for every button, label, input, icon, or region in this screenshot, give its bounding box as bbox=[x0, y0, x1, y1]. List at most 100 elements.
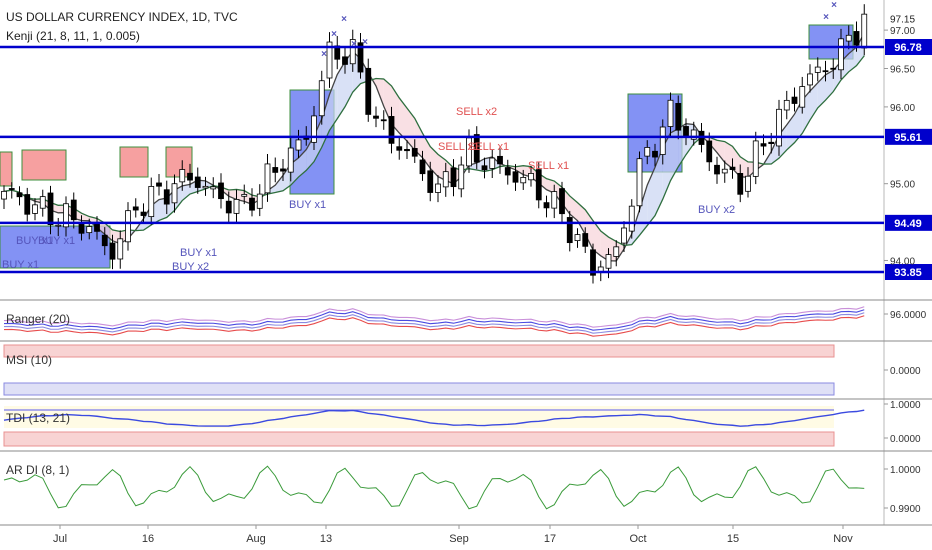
candle bbox=[39, 196, 46, 209]
candle bbox=[148, 186, 155, 218]
price-tick-label: 97.00 bbox=[890, 26, 915, 37]
candle bbox=[861, 13, 868, 49]
sell-zone bbox=[119, 146, 149, 178]
candle bbox=[590, 249, 596, 276]
level-label: 94.49 bbox=[894, 218, 922, 230]
candle bbox=[411, 148, 418, 157]
candle bbox=[63, 203, 69, 228]
candle bbox=[636, 158, 643, 207]
level-label: 95.61 bbox=[894, 132, 922, 144]
candle bbox=[644, 147, 651, 157]
ranger-line bbox=[3, 306, 865, 328]
candle bbox=[752, 140, 759, 177]
msi-lower-band bbox=[3, 382, 835, 396]
level-label: 96.78 bbox=[894, 42, 922, 54]
band-fill bbox=[717, 140, 725, 163]
candle bbox=[489, 157, 496, 169]
x-tick-label: Nov bbox=[833, 533, 853, 545]
candle bbox=[140, 211, 147, 216]
band-fill bbox=[376, 78, 384, 107]
candle bbox=[830, 67, 837, 70]
candle bbox=[280, 168, 286, 172]
band-fill bbox=[655, 147, 663, 216]
band-fill bbox=[407, 108, 415, 151]
candle bbox=[318, 80, 325, 117]
band-fill bbox=[670, 128, 679, 181]
candle bbox=[458, 164, 465, 190]
kenji-fast-line bbox=[3, 33, 865, 262]
signal-label: SELL x2 bbox=[456, 106, 497, 118]
sell-zone bbox=[165, 146, 193, 178]
candle bbox=[233, 199, 240, 214]
candle bbox=[807, 73, 813, 86]
x-tick-label: Sep bbox=[449, 533, 469, 545]
candle bbox=[628, 205, 635, 232]
panel-tick-label: 0.9900 bbox=[890, 504, 921, 515]
candle bbox=[241, 194, 248, 197]
signal-label: BUY x2 bbox=[698, 204, 735, 216]
ardi-line bbox=[3, 465, 865, 510]
signal-label: SELL x1 bbox=[528, 160, 569, 172]
band-fill bbox=[569, 195, 578, 221]
candle bbox=[1, 190, 7, 200]
candle bbox=[132, 206, 139, 211]
candle bbox=[520, 176, 527, 184]
candle bbox=[55, 224, 62, 227]
panel-name: Ranger (20) bbox=[6, 312, 70, 326]
ranger-line bbox=[3, 312, 865, 334]
candle bbox=[768, 141, 775, 145]
candle bbox=[706, 140, 713, 163]
cross-marker: × bbox=[331, 29, 337, 40]
band-fill bbox=[329, 74, 338, 131]
candle bbox=[256, 193, 263, 209]
ranger-line bbox=[3, 309, 865, 331]
candle bbox=[675, 103, 682, 131]
candle bbox=[32, 204, 38, 214]
time-axis: Jul 16 Aug 13 Sep 17 Oct 15 Nov bbox=[53, 525, 853, 545]
candle bbox=[287, 147, 294, 173]
panel-tick-label: 96.0000 bbox=[890, 310, 927, 321]
candle bbox=[86, 226, 93, 234]
cross-marker: × bbox=[321, 49, 327, 60]
candle bbox=[349, 39, 356, 65]
band-fill bbox=[546, 178, 555, 194]
candle bbox=[210, 186, 217, 190]
level-label: 93.85 bbox=[894, 267, 922, 279]
candle bbox=[853, 31, 860, 46]
candle bbox=[504, 167, 511, 176]
band-fill bbox=[306, 135, 314, 171]
candle bbox=[326, 41, 333, 79]
chart-title: US DOLLAR CURRENCY INDEX, 1D, TVC bbox=[6, 10, 238, 24]
candle bbox=[613, 246, 620, 257]
candle bbox=[396, 146, 403, 151]
candle bbox=[621, 227, 627, 244]
signal-label: SELL x1 bbox=[468, 141, 509, 153]
candle bbox=[605, 254, 612, 269]
band-fill bbox=[81, 213, 90, 221]
panel-tick-label: 1.0000 bbox=[890, 465, 921, 476]
candle bbox=[535, 169, 542, 201]
candle bbox=[814, 66, 821, 73]
band-fill bbox=[794, 99, 803, 143]
cross-marker: × bbox=[351, 39, 357, 50]
candle bbox=[109, 242, 116, 260]
candle bbox=[171, 183, 178, 204]
candle bbox=[380, 119, 387, 122]
cross-marker: × bbox=[362, 37, 368, 48]
band-fill bbox=[337, 61, 345, 119]
candle bbox=[427, 170, 434, 193]
candle bbox=[16, 192, 23, 198]
band-fill bbox=[577, 202, 586, 235]
candle bbox=[822, 70, 829, 73]
candle bbox=[497, 155, 503, 165]
signal-label: BUY x1 bbox=[2, 259, 39, 271]
candle bbox=[311, 115, 317, 143]
band-fill bbox=[817, 74, 826, 108]
band-fill bbox=[345, 51, 353, 107]
last-price-label: 97.15 bbox=[890, 15, 915, 26]
candle bbox=[737, 172, 744, 195]
candle bbox=[783, 99, 790, 111]
band-fill bbox=[585, 209, 593, 250]
candle bbox=[202, 185, 209, 189]
cross-marker: × bbox=[831, 0, 837, 11]
